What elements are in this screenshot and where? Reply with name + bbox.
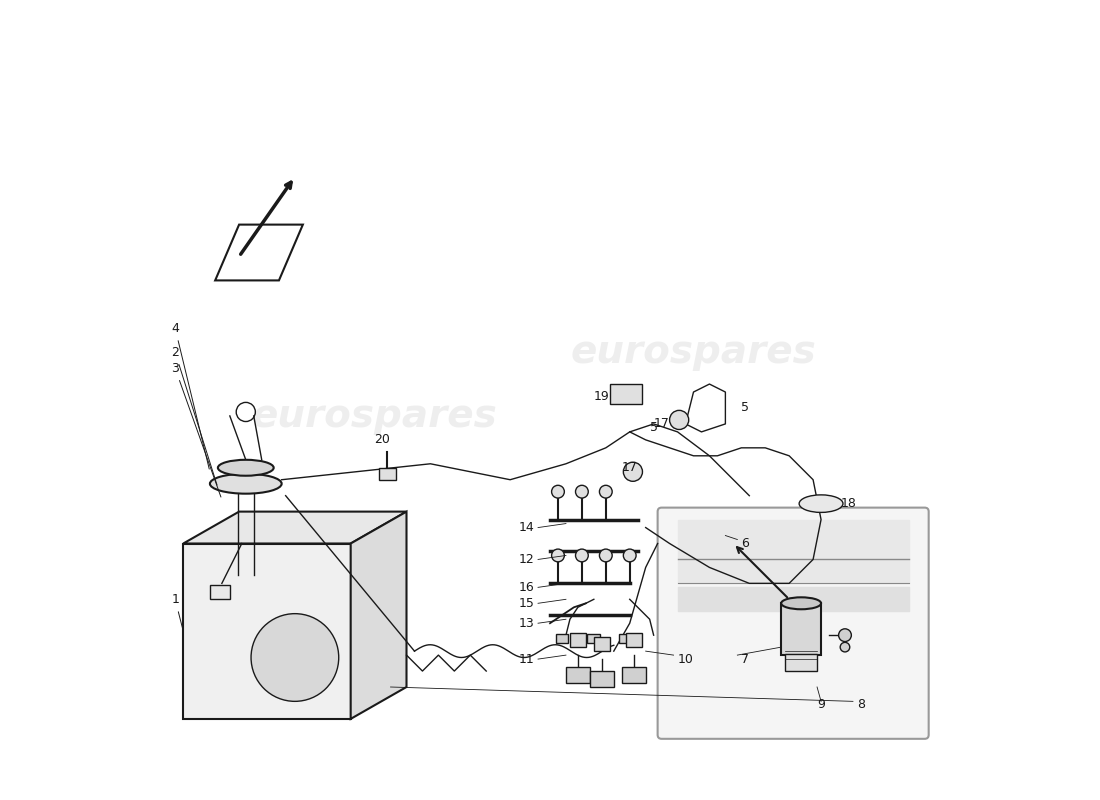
Polygon shape bbox=[184, 543, 351, 719]
Text: 14: 14 bbox=[518, 521, 535, 534]
Text: 19: 19 bbox=[594, 390, 609, 402]
Bar bbox=[626, 633, 641, 647]
Text: 15: 15 bbox=[518, 597, 535, 610]
Circle shape bbox=[600, 549, 613, 562]
Bar bbox=[609, 384, 641, 404]
Bar bbox=[594, 637, 609, 651]
Bar bbox=[785, 654, 817, 671]
Text: 8: 8 bbox=[857, 698, 865, 711]
Text: 9: 9 bbox=[817, 698, 825, 711]
Text: 13: 13 bbox=[518, 617, 535, 630]
Text: 5: 5 bbox=[741, 402, 749, 414]
Ellipse shape bbox=[210, 474, 282, 494]
Bar bbox=[378, 468, 396, 480]
Text: 2: 2 bbox=[172, 346, 217, 485]
Text: 7: 7 bbox=[741, 653, 749, 666]
Circle shape bbox=[251, 614, 339, 702]
Text: 17: 17 bbox=[653, 418, 670, 430]
Circle shape bbox=[600, 486, 613, 498]
Circle shape bbox=[624, 462, 642, 482]
Text: eurospares: eurospares bbox=[571, 333, 816, 371]
Text: 6: 6 bbox=[741, 537, 749, 550]
Text: 5: 5 bbox=[650, 422, 658, 434]
Bar bbox=[556, 634, 569, 643]
Text: eurospares: eurospares bbox=[252, 397, 497, 435]
Polygon shape bbox=[351, 512, 407, 719]
Bar bbox=[590, 671, 614, 687]
Text: 20: 20 bbox=[375, 434, 390, 446]
Text: 17: 17 bbox=[621, 462, 638, 474]
Text: 16: 16 bbox=[518, 581, 535, 594]
Ellipse shape bbox=[781, 598, 821, 610]
Ellipse shape bbox=[218, 460, 274, 476]
Circle shape bbox=[840, 642, 850, 652]
Bar bbox=[210, 585, 230, 599]
Polygon shape bbox=[184, 512, 407, 543]
Circle shape bbox=[838, 629, 851, 642]
Text: 11: 11 bbox=[518, 653, 535, 666]
Text: 1: 1 bbox=[172, 594, 183, 629]
Bar bbox=[619, 634, 632, 643]
Bar bbox=[781, 603, 821, 655]
Circle shape bbox=[624, 549, 636, 562]
Circle shape bbox=[551, 486, 564, 498]
Text: 3: 3 bbox=[172, 362, 221, 497]
Text: 12: 12 bbox=[518, 553, 535, 566]
Circle shape bbox=[575, 549, 589, 562]
Bar bbox=[621, 667, 646, 683]
Text: 4: 4 bbox=[172, 322, 209, 469]
FancyBboxPatch shape bbox=[658, 508, 928, 739]
Bar bbox=[570, 633, 586, 647]
Text: 18: 18 bbox=[842, 497, 857, 510]
Text: 10: 10 bbox=[678, 653, 693, 666]
Bar bbox=[565, 667, 590, 683]
Circle shape bbox=[575, 486, 589, 498]
Bar bbox=[587, 634, 601, 643]
Circle shape bbox=[551, 549, 564, 562]
Ellipse shape bbox=[799, 495, 843, 513]
Circle shape bbox=[670, 410, 689, 430]
